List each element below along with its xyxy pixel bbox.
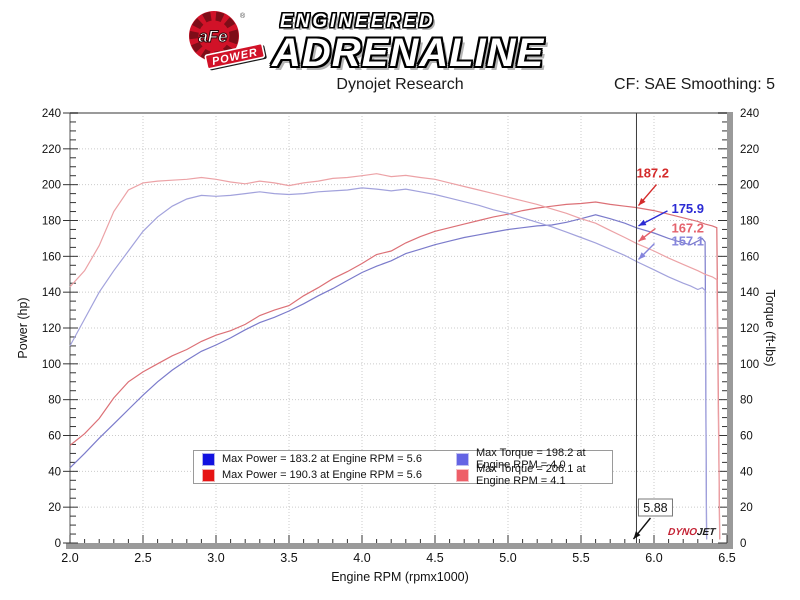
cursor-value-box[interactable] <box>637 498 673 517</box>
y-tick-label-right: 160 <box>740 251 759 263</box>
legend-row-1: Max Power = 183.2 at Engine RPM = 5.6 Ma… <box>194 447 612 471</box>
y-tick-label-right: 220 <box>740 144 759 156</box>
dynojet-watermark: DYNOJET <box>667 527 715 538</box>
x-tick-label: 2.5 <box>134 551 151 565</box>
annotation-arrow-torque-stock-head-icon <box>638 252 646 260</box>
y-tick-label-right: 140 <box>740 287 759 299</box>
legend-label-torque-stock: Max Torque = 198.2 at Engine RPM = 4.0 <box>476 447 586 471</box>
y-tick-label-right: 200 <box>740 180 759 192</box>
legend-swatch-power-stock-icon <box>202 452 215 466</box>
y-tick-label-left: 240 <box>42 108 61 120</box>
legend-swatch-power-afe-icon <box>202 468 215 482</box>
y-tick-label-right: 40 <box>740 466 753 478</box>
logo-registered-mark: ® <box>240 12 246 20</box>
x-tick-label: 6.0 <box>645 551 662 565</box>
annotation-value-torque-afe: 167.2 <box>671 220 704 235</box>
brand-engineered: ENGINEERED <box>280 11 436 32</box>
dynojet-research-title: Dynojet Research <box>336 76 464 93</box>
y-tick-label-left: 160 <box>42 251 61 263</box>
afe-power-logo: aFe ® POWER <box>184 8 280 72</box>
x-tick-label: 3.5 <box>280 551 297 565</box>
x-tick-label: 4.5 <box>426 551 443 565</box>
dynojet-watermark-dyno: DYNO <box>667 527 698 538</box>
legend-label-torque-afe: Max Torque = 206.1 at Engine RPM = 4.1 <box>476 463 586 487</box>
brand-adrenaline: ADRENALINE <box>272 31 545 75</box>
legend-row-2: Max Power = 190.3 at Engine RPM = 5.6 Ma… <box>194 463 612 487</box>
x-tick-label: 6.5 <box>718 551 735 565</box>
cursor-arrow-head-icon <box>633 531 641 539</box>
curve-power-afe <box>69 201 721 540</box>
curve-power-stock <box>69 214 708 540</box>
logo-inner-circle <box>199 21 229 51</box>
ribbon-body <box>204 42 266 70</box>
y-tick-label-left: 200 <box>42 180 61 192</box>
y-tick-label-left: 180 <box>42 216 61 228</box>
annotation-arrow-power-afe-head-icon <box>638 198 646 206</box>
logo-power-ribbon: POWER <box>204 42 267 71</box>
y-tick-label-left: 20 <box>48 502 61 514</box>
y-tick-label-right: 80 <box>740 395 753 407</box>
y-tick-label-left: 100 <box>42 359 61 371</box>
smoothing-info: CF: SAE Smoothing: 5 <box>614 76 775 93</box>
x-tick-label: 5.5 <box>572 551 589 565</box>
y-tick-label-right: 120 <box>740 323 759 335</box>
y-tick-label-right: 100 <box>740 359 759 371</box>
legend-item-power-afe: Max Power = 190.3 at Engine RPM = 5.6 <box>194 468 456 482</box>
afe-power-logo-icon: aFe ® POWER <box>189 11 267 71</box>
y-tick-label-left: 80 <box>48 395 61 407</box>
y-axis-title-torque: Torque (ft-lbs) <box>763 289 777 366</box>
y-tick-label-right: 0 <box>740 538 746 550</box>
x-axis-title: Engine RPM (rpmx1000) <box>331 570 469 584</box>
legend-swatch-torque-stock-icon <box>456 452 469 466</box>
y-tick-label-right: 240 <box>740 108 759 120</box>
annotation-value-power-afe: 187.2 <box>636 166 669 181</box>
legend-item-torque-afe: Max Torque = 206.1 at Engine RPM = 4.1 <box>456 463 612 487</box>
y-tick-label-right: 180 <box>740 216 759 228</box>
cursor-value-label: 5.88 <box>643 501 667 515</box>
y-tick-label-left: 140 <box>42 287 61 299</box>
logo-iris-blades-icon <box>189 11 239 61</box>
y-tick-label-left: 0 <box>55 538 61 550</box>
annotation-arrow-power-stock-head-icon <box>638 219 647 226</box>
annotation-arrow-torque-afe-head-icon <box>638 234 647 242</box>
legend: Max Power = 183.2 at Engine RPM = 5.6 Ma… <box>193 447 613 487</box>
legend-swatch-torque-afe-icon <box>456 468 469 482</box>
brand-block: ENGINEERED ADRENALINE <box>272 12 544 73</box>
annotation-value-power-stock: 175.9 <box>671 201 704 216</box>
dynojet-watermark-jet: JET <box>696 527 716 538</box>
legend-label-power-afe: Max Power = 190.3 at Engine RPM = 5.6 <box>222 469 422 481</box>
x-tick-label: 4.0 <box>353 551 370 565</box>
x-tick-label: 2.0 <box>61 551 78 565</box>
y-tick-label-left: 40 <box>48 466 61 478</box>
legend-item-torque-stock: Max Torque = 198.2 at Engine RPM = 4.0 <box>456 447 612 471</box>
y-tick-label-left: 60 <box>48 431 61 443</box>
y-axis-title-power: Power (hp) <box>16 297 30 358</box>
logo-afe-text: aFe <box>198 27 227 46</box>
bottom-axis-bar <box>66 543 733 549</box>
y-tick-label-right: 20 <box>740 502 753 514</box>
y-tick-label-left: 120 <box>42 323 61 335</box>
legend-label-power-stock: Max Power = 183.2 at Engine RPM = 5.6 <box>222 453 422 465</box>
curve-torque-stock <box>69 187 708 540</box>
x-tick-label: 5.0 <box>499 551 516 565</box>
legend-item-power-stock: Max Power = 183.2 at Engine RPM = 5.6 <box>194 452 456 466</box>
curve-torque-afe <box>69 173 721 540</box>
annotation-value-torque-stock: 157.1 <box>671 234 704 249</box>
y-tick-label-right: 60 <box>740 431 753 443</box>
right-axis-bar <box>727 113 733 549</box>
y-tick-label-left: 220 <box>42 144 61 156</box>
x-tick-label: 3.0 <box>207 551 224 565</box>
